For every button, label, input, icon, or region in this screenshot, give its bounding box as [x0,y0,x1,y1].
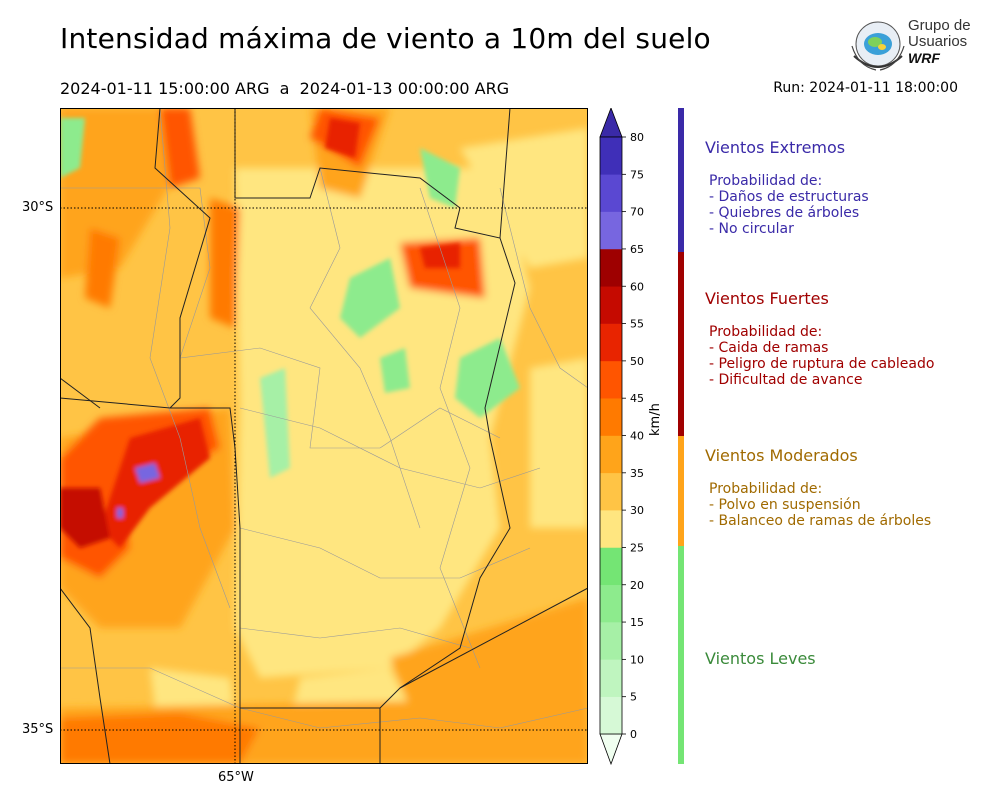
desc-line: Probabilidad de: [709,324,823,340]
forecast-period: 2024-01-11 15:00:00 ARG a 2024-01-13 00:… [60,79,510,98]
category-bar-fuertes [678,252,684,436]
category-title: Vientos Fuertes [705,289,829,308]
desc-line: Probabilidad de: [709,481,823,497]
colorbar-segment [600,547,622,586]
category-bar-leves [678,546,684,764]
lon-label-65w: 65°W [218,770,254,785]
colorbar-tick-label: 0 [630,728,637,741]
desc-line: - Polvo en suspensión [709,497,861,513]
desc-line: - No circular [709,221,794,237]
colorbar-extend-top [599,108,623,138]
logo-line-3: WRF [908,50,940,66]
colorbar-tick-label: 5 [630,691,637,704]
desc-line: - Peligro de ruptura de cableado [709,356,935,372]
colorbar-tick-label: 10 [630,653,644,666]
colorbar-segment [600,696,622,735]
colorbar-tick-label: 75 [630,168,644,181]
category-extremos: Vientos Extremos Probabilidad de: - Daño… [705,138,869,237]
category-description: Probabilidad de: - Caida de ramas - Peli… [709,324,934,388]
category-title: Vientos Extremos [705,138,846,157]
logo-line-1: Grupo de [908,17,971,34]
category-fuertes: Vientos Fuertes Probabilidad de: - Caida… [705,289,934,388]
colorbar-segment [600,398,622,436]
category-title: Vientos Moderados [705,446,858,465]
colorbar-tick-label: 40 [630,430,644,443]
colorbar-tick-label: 60 [630,280,644,293]
colorbar: 0 5 10 15 20 25 30 35 40 45 50 55 60 65 70 75 80 [599,108,644,766]
map-title: Intensidad máxima de viento a 10m del su… [60,22,711,55]
desc-line: Probabilidad de: [709,173,823,189]
desc-line: - Caida de ramas [709,340,829,356]
colorbar-segment [600,323,622,362]
colorbar-unit-label: km/h [648,403,663,436]
colorbar-tick-label: 25 [630,541,644,554]
category-title: Vientos Leves [705,649,816,668]
colorbar-segment [600,435,622,474]
colorbar-tick-label: 65 [630,243,644,256]
colorbar-segment [600,360,622,399]
run-timestamp: Run: 2024-01-11 18:00:00 [773,80,958,96]
category-bar-extremos [678,108,684,252]
colorbar-segment [600,622,622,660]
colorbar-segment [600,510,622,548]
lat-label-30s: 30°S [22,200,54,215]
province-borders [60,108,588,764]
colorbar-tick-label: 30 [630,504,644,517]
colorbar-tick-label: 80 [630,131,644,144]
colorbar-tick-label: 35 [630,467,644,480]
graticule [60,108,588,764]
category-description: Probabilidad de: - Daños de estructuras … [709,173,869,237]
colorbar-segment [600,211,622,250]
colorbar-tick-label: 50 [630,355,644,368]
colorbar-segment [600,137,622,175]
category-leves: Vientos Leves [705,649,816,668]
desc-line: - Daños de estructuras [709,189,869,205]
colorbar-tick-label: 45 [630,392,644,405]
logo-line-2: Usuarios [908,33,968,50]
logo-text: Grupo de Usuarios WRF [908,17,971,67]
desc-line: - Dificultad de avance [709,372,863,388]
colorbar-tick-label: 20 [630,579,644,592]
wind-map [60,108,588,764]
category-bar-moderados [678,436,684,546]
lat-label-35s: 35°S [22,722,54,737]
colorbar-segment [600,286,622,324]
colorbar-tick-label: 15 [630,616,644,629]
colorbar-segment [600,472,622,511]
colorbar-segment [600,248,622,287]
colorbar-extend-bottom [599,733,623,766]
wrf-logo [851,21,905,71]
colorbar-segment [600,659,622,697]
colorbar-tick-label: 55 [630,318,644,331]
category-description: Probabilidad de: - Polvo en suspensión -… [709,481,931,529]
category-moderados: Vientos Moderados Probabilidad de: - Pol… [705,446,931,529]
desc-line: - Balanceo de ramas de árboles [709,513,932,529]
colorbar-tick-label: 70 [630,206,644,219]
colorbar-segment [600,584,622,623]
map-frame [60,108,588,764]
desc-line: - Quiebres de árboles [709,205,860,221]
colorbar-segment [600,174,622,212]
